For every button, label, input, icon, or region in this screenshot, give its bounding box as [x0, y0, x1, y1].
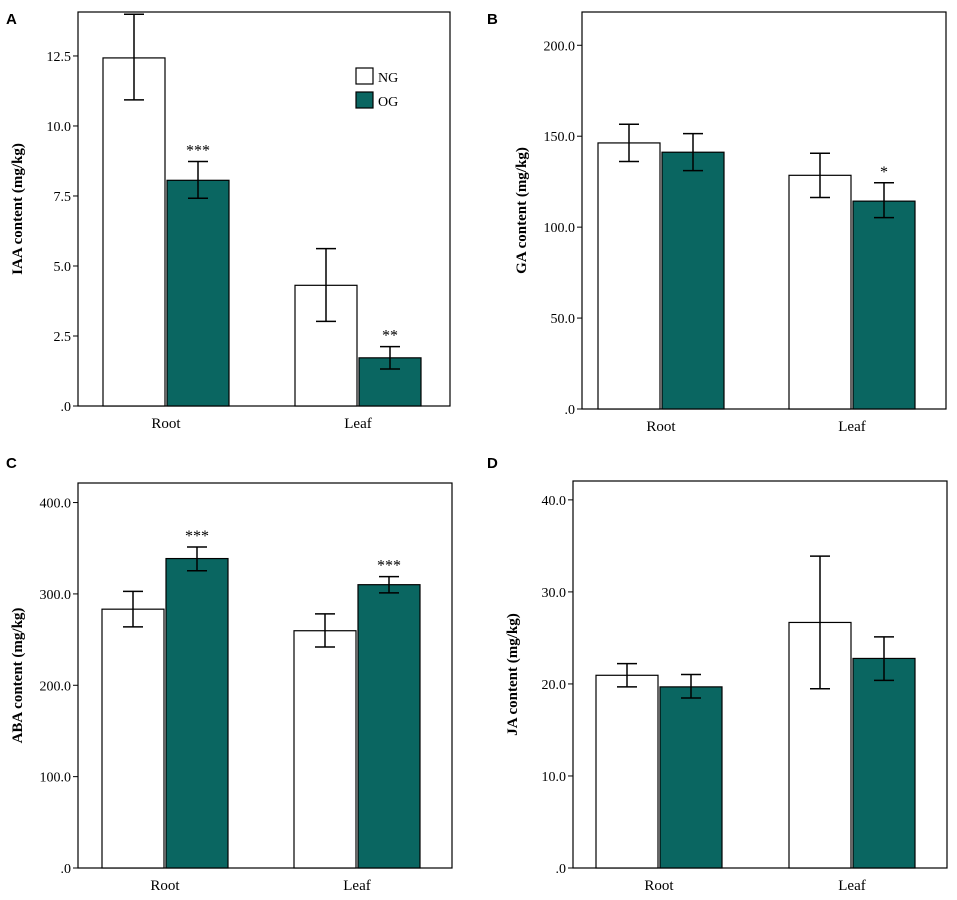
x-category-label: Leaf	[838, 878, 865, 894]
x-category-label: Root	[644, 878, 674, 894]
y-tick-label: 50.0	[551, 312, 576, 327]
y-tick-label: .0	[61, 400, 72, 415]
y-tick-label: .0	[556, 862, 567, 877]
significance-label: *	[880, 164, 888, 181]
bar-ng-root	[597, 142, 661, 410]
panel-d: D .0 10.0 20.0 30.0 40.0 JA content (mg/kg) Roo…	[487, 455, 948, 894]
x-category-label: Leaf	[343, 878, 370, 894]
panel-letter: D	[487, 455, 498, 472]
plot-frame	[77, 11, 451, 407]
bar-ng-root	[102, 57, 166, 407]
y-tick-label: 10.0	[47, 120, 72, 135]
y-tick-label: .0	[565, 403, 576, 418]
y-tick-label: .0	[61, 862, 72, 877]
x-category-label: Leaf	[344, 416, 371, 432]
y-tick-label: 300.0	[40, 588, 72, 603]
y-tick-label: 10.0	[542, 770, 567, 785]
x-category-label: Root	[151, 416, 181, 432]
bar-og-root	[165, 557, 229, 869]
bar-og-root	[659, 686, 723, 869]
bar-og-leaf	[852, 200, 916, 410]
significance-label: ***	[186, 143, 210, 160]
significance-label: **	[382, 328, 398, 345]
y-tick-label: 100.0	[40, 771, 72, 786]
panel-letter: A	[6, 11, 17, 28]
y-tick-label: 200.0	[544, 39, 576, 54]
plot-frame	[77, 482, 453, 869]
legend-swatch-ng	[355, 67, 374, 85]
y-axis-title: GA content (mg/kg)	[514, 147, 530, 274]
panel-c: C .0 100.0 200.0 300.0 400.0 ABA content (mg/k…	[6, 455, 453, 894]
y-tick-label: 2.5	[54, 330, 72, 345]
legend-label-og: OG	[378, 95, 398, 110]
significance-label: ***	[377, 558, 401, 575]
panel-letter: B	[487, 11, 498, 28]
bar-og-root	[661, 151, 725, 410]
x-category-label: Root	[150, 878, 180, 894]
panel-a: A .0 2.5 5.0 7.5 10.0 12.5 IAA content (mg/kg) *…	[6, 11, 451, 432]
y-tick-label: 150.0	[544, 130, 576, 145]
y-tick-label: 30.0	[542, 586, 567, 601]
y-tick-label: 40.0	[542, 494, 567, 509]
y-tick-label: 200.0	[40, 679, 72, 694]
bar-ng-leaf	[788, 174, 852, 410]
panel-b: B .0 50.0 100.0 150.0 200.0 GA content (mg/kg)…	[487, 11, 947, 435]
legend-swatch-og	[355, 91, 374, 109]
legend: NG OG	[355, 67, 398, 110]
x-category-label: Leaf	[838, 419, 865, 435]
bar-og-root	[166, 179, 230, 407]
y-tick-label: 20.0	[542, 678, 567, 693]
y-axis-title: IAA content (mg/kg)	[10, 143, 26, 275]
y-tick-label: 7.5	[54, 190, 72, 205]
y-axis-title: ABA content (mg/kg)	[10, 608, 26, 744]
plot-frame	[572, 480, 948, 869]
bar-ng-root	[595, 674, 659, 869]
x-category-label: Root	[646, 419, 676, 435]
y-axis-title: JA content (mg/kg)	[505, 613, 521, 736]
bar-og-leaf	[357, 584, 421, 869]
bar-og-leaf	[852, 657, 916, 869]
y-tick-label: 100.0	[544, 221, 576, 236]
bar-ng-leaf	[293, 630, 357, 869]
bar-ng-root	[101, 608, 165, 869]
legend-label-ng: NG	[378, 71, 398, 86]
y-tick-label: 12.5	[47, 50, 72, 65]
panel-letter: C	[6, 455, 17, 472]
plot-frame	[581, 11, 947, 410]
significance-label: ***	[185, 528, 209, 545]
y-tick-label: 400.0	[40, 497, 72, 512]
y-tick-label: 5.0	[54, 260, 72, 275]
